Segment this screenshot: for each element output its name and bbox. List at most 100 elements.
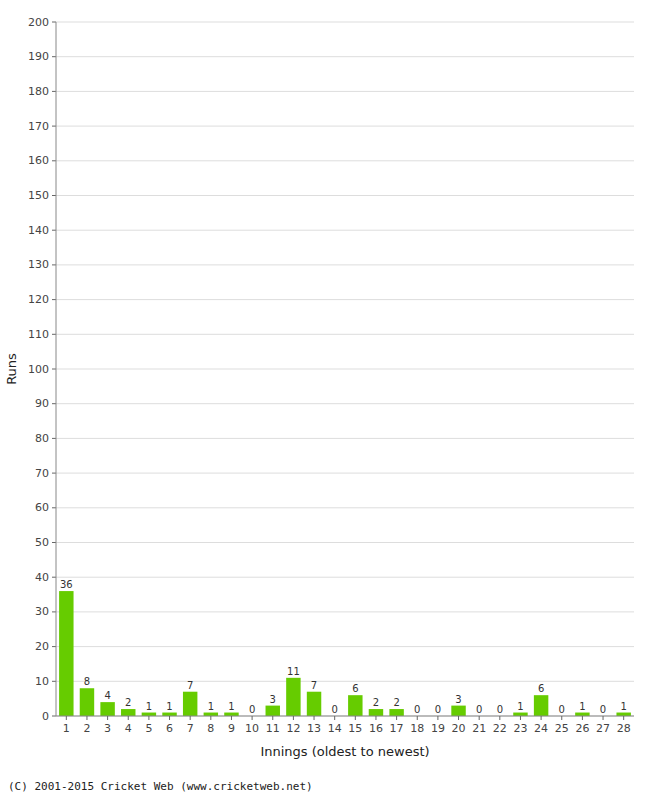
y-tick xyxy=(52,646,56,647)
x-tick xyxy=(86,716,87,720)
y-tick-label: 90 xyxy=(35,397,49,410)
data-label: 1 xyxy=(579,701,585,712)
grid-line xyxy=(56,264,634,265)
grid-line xyxy=(56,646,634,647)
bar xyxy=(204,713,218,716)
x-tick xyxy=(458,716,459,720)
data-label: 1 xyxy=(208,701,214,712)
x-tick-label: 24 xyxy=(534,722,548,735)
bar xyxy=(142,713,156,716)
x-tick xyxy=(148,716,149,720)
y-tick-label: 200 xyxy=(28,16,49,29)
x-tick-label: 28 xyxy=(617,722,631,735)
y-tick xyxy=(52,22,56,23)
x-tick xyxy=(128,716,129,720)
data-label: 2 xyxy=(393,697,399,708)
y-tick xyxy=(52,230,56,231)
x-tick-label: 12 xyxy=(286,722,300,735)
data-label: 1 xyxy=(228,701,234,712)
x-tick-label: 10 xyxy=(245,722,259,735)
bar xyxy=(513,713,527,716)
y-tick-label: 170 xyxy=(28,120,49,133)
y-tick xyxy=(52,473,56,474)
bar xyxy=(534,695,548,716)
x-tick xyxy=(417,716,418,720)
bar xyxy=(348,695,362,716)
y-tick xyxy=(52,299,56,300)
x-tick xyxy=(272,716,273,720)
x-tick-label: 20 xyxy=(452,722,466,735)
bar xyxy=(575,713,589,716)
x-tick xyxy=(561,716,562,720)
y-tick-label: 190 xyxy=(28,50,49,63)
x-tick xyxy=(314,716,315,720)
y-tick-label: 50 xyxy=(35,536,49,549)
y-tick xyxy=(52,403,56,404)
grid-line xyxy=(56,473,634,474)
x-tick-label: 8 xyxy=(207,722,214,735)
y-tick-label: 180 xyxy=(28,85,49,98)
grid-line xyxy=(56,507,634,508)
y-tick xyxy=(52,681,56,682)
y-tick xyxy=(52,369,56,370)
x-tick xyxy=(169,716,170,720)
x-tick-label: 15 xyxy=(348,722,362,735)
x-tick xyxy=(623,716,624,720)
x-axis-line xyxy=(56,716,634,717)
x-tick xyxy=(603,716,604,720)
data-label: 0 xyxy=(476,704,482,715)
data-label: 3 xyxy=(270,694,276,705)
data-label: 6 xyxy=(352,683,358,694)
grid-line xyxy=(56,160,634,161)
grid-line xyxy=(56,577,634,578)
y-tick xyxy=(52,334,56,335)
data-label: 0 xyxy=(414,704,420,715)
data-label: 4 xyxy=(104,690,110,701)
y-tick xyxy=(52,577,56,578)
y-tick xyxy=(52,542,56,543)
bar xyxy=(616,713,630,716)
grid-line xyxy=(56,22,634,23)
y-tick-label: 110 xyxy=(28,328,49,341)
x-tick-label: 17 xyxy=(390,722,404,735)
data-label: 2 xyxy=(125,697,131,708)
x-tick-label: 25 xyxy=(555,722,569,735)
x-tick xyxy=(437,716,438,720)
x-tick-label: 21 xyxy=(472,722,486,735)
x-tick xyxy=(190,716,191,720)
y-tick xyxy=(52,56,56,57)
x-axis-label: Innings (oldest to newest) xyxy=(260,744,429,759)
y-tick-label: 100 xyxy=(28,363,49,376)
grid-line xyxy=(56,403,634,404)
grid-line xyxy=(56,681,634,682)
y-tick-label: 40 xyxy=(35,571,49,584)
grid-line xyxy=(56,56,634,57)
data-label: 1 xyxy=(166,701,172,712)
y-tick-label: 160 xyxy=(28,154,49,167)
grid-line xyxy=(56,91,634,92)
y-tick-label: 130 xyxy=(28,258,49,271)
x-tick-label: 9 xyxy=(228,722,235,735)
data-label: 3 xyxy=(455,694,461,705)
y-tick xyxy=(52,91,56,92)
grid-line xyxy=(56,611,634,612)
bar xyxy=(224,713,238,716)
x-tick xyxy=(582,716,583,720)
x-tick-label: 26 xyxy=(575,722,589,735)
x-tick-label: 16 xyxy=(369,722,383,735)
x-tick xyxy=(355,716,356,720)
x-tick-label: 22 xyxy=(493,722,507,735)
x-tick xyxy=(541,716,542,720)
data-label: 36 xyxy=(60,579,73,590)
grid-line xyxy=(56,230,634,231)
x-tick-label: 18 xyxy=(410,722,424,735)
bar xyxy=(80,688,94,716)
data-label: 1 xyxy=(146,701,152,712)
data-label: 0 xyxy=(600,704,606,715)
x-tick xyxy=(231,716,232,720)
x-tick xyxy=(252,716,253,720)
data-label: 2 xyxy=(373,697,379,708)
data-label: 7 xyxy=(311,680,317,691)
grid-line xyxy=(56,195,634,196)
y-tick xyxy=(52,438,56,439)
